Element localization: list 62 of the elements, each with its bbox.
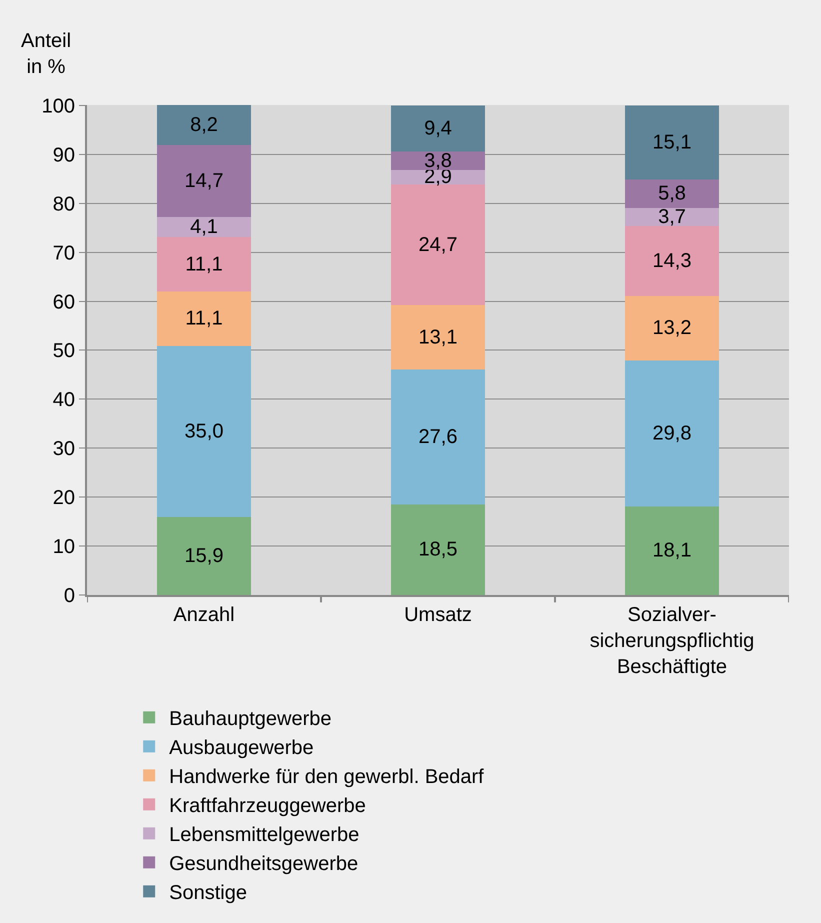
bar bbox=[625, 179, 719, 208]
data-label: 15,1 bbox=[652, 131, 692, 154]
data-label: 3,7 bbox=[658, 206, 686, 228]
y-tick-label: 70 bbox=[52, 242, 75, 264]
data-label: 11,1 bbox=[185, 253, 223, 276]
y-tick-label: 100 bbox=[42, 95, 75, 118]
y-tick-label: 10 bbox=[52, 536, 75, 558]
bar bbox=[157, 237, 251, 292]
y-tick-label: 30 bbox=[52, 438, 75, 460]
data-label: 29,8 bbox=[652, 422, 692, 444]
bar bbox=[157, 517, 251, 595]
data-label: 9,4 bbox=[424, 117, 452, 140]
legend-label: Sonstige bbox=[169, 882, 247, 904]
bar bbox=[391, 369, 485, 504]
data-label: 35,0 bbox=[184, 420, 224, 443]
data-label: 5,8 bbox=[658, 182, 686, 205]
legend-label: Gesundheitsgewerbe bbox=[169, 853, 358, 876]
bar bbox=[391, 504, 485, 595]
data-label: 27,6 bbox=[418, 426, 458, 448]
data-label: 14,3 bbox=[652, 250, 692, 272]
y-tick-label: 80 bbox=[52, 193, 75, 216]
data-label: 11,1 bbox=[185, 308, 223, 330]
bar bbox=[625, 226, 719, 296]
data-label: 15,9 bbox=[184, 545, 224, 568]
y-tick-label: 60 bbox=[52, 291, 75, 314]
bar bbox=[391, 305, 485, 370]
bar bbox=[625, 506, 719, 595]
bar bbox=[157, 105, 251, 146]
bar bbox=[391, 105, 485, 152]
bar bbox=[157, 145, 251, 218]
data-label: 14,7 bbox=[184, 170, 224, 192]
bar bbox=[625, 208, 719, 226]
y-tick-label: 0 bbox=[64, 585, 75, 607]
bar bbox=[625, 360, 719, 506]
y-tick-label: 50 bbox=[52, 340, 75, 362]
bar bbox=[157, 346, 251, 518]
data-label: 4,1 bbox=[190, 216, 218, 238]
data-label: 13,2 bbox=[652, 317, 692, 340]
x-tick-label: Anzahl bbox=[173, 604, 235, 626]
data-label: 24,7 bbox=[418, 234, 458, 256]
legend-label: Bauhauptgewerbe bbox=[169, 708, 332, 730]
x-tick-label: Sozialver- sicherungspflichtig Beschäftigte bbox=[590, 604, 754, 678]
x-tick-label: Umsatz bbox=[404, 604, 472, 626]
y-tick-label: 20 bbox=[52, 487, 75, 510]
legend-label: Ausbaugewerbe bbox=[169, 737, 314, 760]
bar bbox=[391, 152, 485, 170]
bar bbox=[391, 184, 485, 306]
data-label: 18,1 bbox=[652, 540, 692, 562]
data-label: 18,5 bbox=[418, 538, 458, 561]
y-tick-label: 90 bbox=[52, 144, 75, 166]
y-tick-label: 40 bbox=[52, 389, 75, 412]
bar bbox=[625, 296, 719, 361]
legend-label: Lebensmittelgewerbe bbox=[169, 824, 360, 846]
bar bbox=[625, 105, 719, 180]
legend-label: Handwerke für den gewerbl. Bedarf bbox=[169, 766, 484, 788]
bar bbox=[157, 292, 251, 346]
data-label: 8,2 bbox=[190, 114, 218, 136]
legend-label: Kraftfahrzeuggewerbe bbox=[169, 795, 366, 818]
y-axis-title: Anteil in % bbox=[21, 30, 72, 78]
bar bbox=[157, 217, 251, 238]
data-label: 13,1 bbox=[418, 326, 458, 348]
bar bbox=[391, 170, 485, 184]
